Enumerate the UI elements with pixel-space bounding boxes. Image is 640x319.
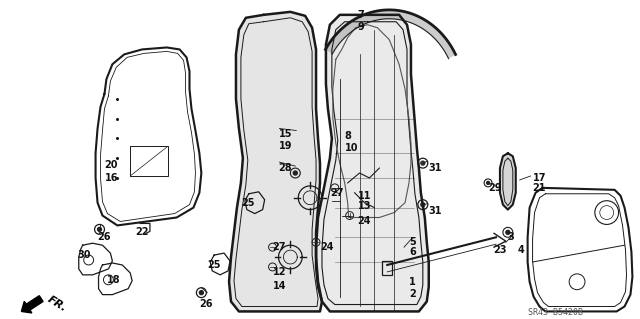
Text: 14: 14 bbox=[273, 281, 286, 291]
Text: 22: 22 bbox=[135, 227, 148, 237]
Text: 31: 31 bbox=[429, 206, 442, 216]
Text: 3: 3 bbox=[508, 232, 515, 242]
Text: 24: 24 bbox=[320, 242, 333, 252]
Text: 4: 4 bbox=[518, 245, 525, 255]
Text: SR43 B5420B: SR43 B5420B bbox=[527, 308, 582, 317]
Text: 30: 30 bbox=[78, 250, 92, 260]
Circle shape bbox=[293, 171, 297, 175]
Text: 6: 6 bbox=[409, 247, 416, 257]
Circle shape bbox=[506, 230, 510, 234]
Text: 24: 24 bbox=[358, 216, 371, 226]
Polygon shape bbox=[326, 10, 456, 59]
Text: 20: 20 bbox=[104, 160, 118, 170]
Text: 21: 21 bbox=[532, 183, 546, 193]
Text: 12: 12 bbox=[273, 267, 286, 277]
Text: 5: 5 bbox=[409, 237, 416, 247]
Text: 17: 17 bbox=[532, 173, 546, 183]
Circle shape bbox=[486, 182, 490, 184]
Text: 7: 7 bbox=[358, 10, 364, 20]
Text: 1: 1 bbox=[409, 277, 416, 287]
Text: 8: 8 bbox=[345, 130, 351, 140]
Text: 26: 26 bbox=[200, 299, 213, 308]
Text: 13: 13 bbox=[358, 201, 371, 211]
Text: 18: 18 bbox=[108, 275, 121, 285]
Text: 16: 16 bbox=[104, 173, 118, 183]
Text: 23: 23 bbox=[493, 245, 506, 255]
Circle shape bbox=[97, 227, 102, 231]
Polygon shape bbox=[316, 15, 429, 311]
Polygon shape bbox=[500, 153, 516, 210]
Text: 31: 31 bbox=[429, 163, 442, 173]
Text: 15: 15 bbox=[278, 129, 292, 138]
Text: 2: 2 bbox=[409, 289, 416, 299]
Circle shape bbox=[200, 291, 204, 295]
Text: 28: 28 bbox=[278, 163, 292, 173]
Text: 27: 27 bbox=[330, 188, 344, 198]
Text: 10: 10 bbox=[345, 143, 358, 153]
Text: 26: 26 bbox=[97, 232, 111, 242]
Text: 25: 25 bbox=[207, 260, 221, 270]
Text: 9: 9 bbox=[358, 22, 364, 32]
Text: FR.: FR. bbox=[46, 295, 69, 314]
Circle shape bbox=[421, 203, 425, 207]
Text: 29: 29 bbox=[488, 183, 502, 193]
Text: 11: 11 bbox=[358, 191, 371, 201]
Text: 27: 27 bbox=[273, 242, 286, 252]
Text: 25: 25 bbox=[241, 198, 255, 208]
Text: 19: 19 bbox=[278, 141, 292, 152]
Polygon shape bbox=[229, 12, 322, 311]
FancyArrow shape bbox=[21, 296, 43, 313]
Circle shape bbox=[421, 161, 425, 165]
